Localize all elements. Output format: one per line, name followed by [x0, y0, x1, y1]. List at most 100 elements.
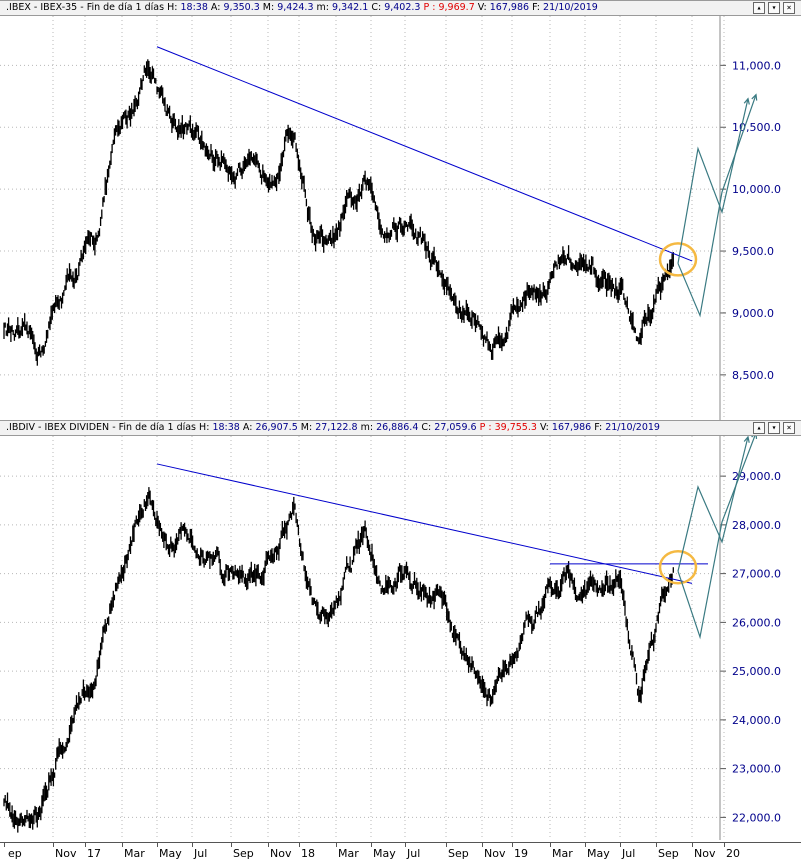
y-tick-label: 9,000.0 [732, 307, 774, 320]
x-tick [157, 843, 158, 847]
price-chart-ibex[interactable]: 11,000.0 10,500.0 10,000.0 9,500.0 9,000.0 8,… [0, 16, 801, 420]
x-tick [550, 843, 551, 847]
projection-arrows [677, 93, 758, 318]
close-value: 9,402.3 [384, 2, 421, 13]
x-tick-label: Nov [55, 847, 77, 860]
time-value: 18:38 [180, 2, 208, 13]
y-tick-label: 10,000.0 [732, 183, 781, 196]
x-tick-label: May [587, 847, 610, 860]
y-tick-label: 11,000.0 [732, 59, 781, 72]
x-tick [620, 843, 621, 847]
trendline [156, 463, 693, 584]
chart-panel-ibdiv[interactable]: .IBDIV - IBEX DIVIDEN - Fin de día 1 día… [0, 420, 801, 840]
arrow-head-icon [743, 436, 750, 443]
pointer-value: 9,969.7 [438, 2, 475, 13]
y-tick-label: 29,000.0 [732, 470, 781, 483]
y-tick-label: 23,000.0 [732, 763, 781, 776]
x-tick-label: ep [8, 847, 22, 860]
x-tick [53, 843, 54, 847]
move-down-icon[interactable]: ▾ [768, 2, 780, 14]
x-tick [482, 843, 483, 847]
panel-header: .IBEX - IBEX-35 - Fin de día 1 días H: 1… [0, 0, 801, 16]
x-tick-label: Sep [233, 847, 254, 860]
x-tick-label: Jul [407, 847, 421, 860]
arrow-head-icon [743, 97, 750, 105]
y-tick-label: 10,500.0 [732, 121, 781, 134]
open-value: 9,350.3 [223, 2, 260, 13]
price-chart-ibdiv[interactable]: 29,000.0 28,000.0 27,000.0 26,000.0 25,000.0… [0, 436, 801, 840]
y-tick-label: 26,000.0 [732, 616, 781, 629]
move-up-icon[interactable]: ▴ [753, 2, 765, 14]
x-tick-label: Mar [552, 847, 573, 860]
high-value: 9,424.3 [277, 2, 314, 13]
x-tick-label: May [159, 847, 182, 860]
move-down-icon[interactable]: ▾ [768, 422, 780, 434]
x-tick-label: Nov [484, 847, 506, 860]
projection-up-path [677, 436, 749, 572]
projection-down-path [677, 94, 757, 318]
x-tick-label: Sep [448, 847, 469, 860]
close-icon[interactable]: × [783, 422, 795, 434]
x-tick-label: Nov [270, 847, 292, 860]
x-tick [446, 843, 447, 847]
x-tick [405, 843, 406, 847]
close-value: 27,059.6 [434, 422, 477, 433]
x-tick-label: 20 [726, 847, 740, 860]
x-tick-label: Mar [338, 847, 359, 860]
x-tick [122, 843, 123, 847]
price-bars [3, 59, 674, 366]
arrow-head-icon [751, 93, 758, 101]
x-tick-label: 18 [301, 847, 315, 860]
trendline [156, 46, 693, 262]
x-tick-label: Nov [694, 847, 716, 860]
highlight-ellipse [658, 549, 698, 585]
volume-value: 167,986 [489, 2, 530, 13]
close-icon[interactable]: × [783, 2, 795, 14]
open-value: 26,907.5 [255, 422, 298, 433]
x-tick-label: Jul [622, 847, 636, 860]
x-tick-label: Mar [124, 847, 145, 860]
x-tick [299, 843, 300, 847]
period: Fin de día 1 días [86, 2, 165, 13]
y-tick-label: 9,500.0 [732, 245, 774, 258]
x-tick-label: 19 [514, 847, 528, 860]
highlight-ellipse [658, 242, 698, 277]
x-tick [268, 843, 269, 847]
y-tick-label: 22,000.0 [732, 811, 781, 824]
x-tick [512, 843, 513, 847]
x-tick [85, 843, 86, 847]
date-value: 21/10/2019 [605, 422, 660, 433]
x-tick-label: 17 [87, 847, 101, 860]
arrow-head-icon [751, 436, 758, 439]
x-tick [656, 843, 657, 847]
period: Fin de día 1 días [118, 422, 197, 433]
time-axis: ep Nov 17 Mar May Jul Sep Nov 18 Mar May Jul Sep Nov 1… [0, 842, 801, 863]
x-tick [371, 843, 372, 847]
time-value: 18:38 [212, 422, 240, 433]
low-value: 9,342.1 [332, 2, 369, 13]
symbol: .IBDIV [6, 422, 35, 433]
x-tick [724, 843, 725, 847]
panel-header: .IBDIV - IBEX DIVIDEN - Fin de día 1 día… [0, 420, 801, 436]
y-tick-label: 8,500.0 [732, 369, 774, 382]
x-tick [692, 843, 693, 847]
y-tick-label: 27,000.0 [732, 568, 781, 581]
symbol: .IBEX [6, 2, 31, 13]
move-up-icon[interactable]: ▴ [753, 422, 765, 434]
projection-down-path [677, 436, 756, 640]
pointer-value: 39,755.3 [494, 422, 537, 433]
x-tick [336, 843, 337, 847]
volume-value: 167,986 [551, 422, 592, 433]
x-tick [231, 843, 232, 847]
x-tick-label: May [373, 847, 396, 860]
projection-arrows [677, 436, 758, 640]
high-value: 27,122.8 [315, 422, 358, 433]
instrument-name: IBEX-35 [40, 2, 78, 13]
chart-panel-ibex[interactable]: .IBEX - IBEX-35 - Fin de día 1 días H: 1… [0, 0, 801, 420]
x-tick-label: Jul [194, 847, 208, 860]
price-bars [3, 487, 674, 833]
y-tick-label: 24,000.0 [732, 714, 781, 727]
instrument-name: IBEX DIVIDEN [44, 422, 110, 433]
x-tick [192, 843, 193, 847]
x-tick-label: Sep [658, 847, 679, 860]
